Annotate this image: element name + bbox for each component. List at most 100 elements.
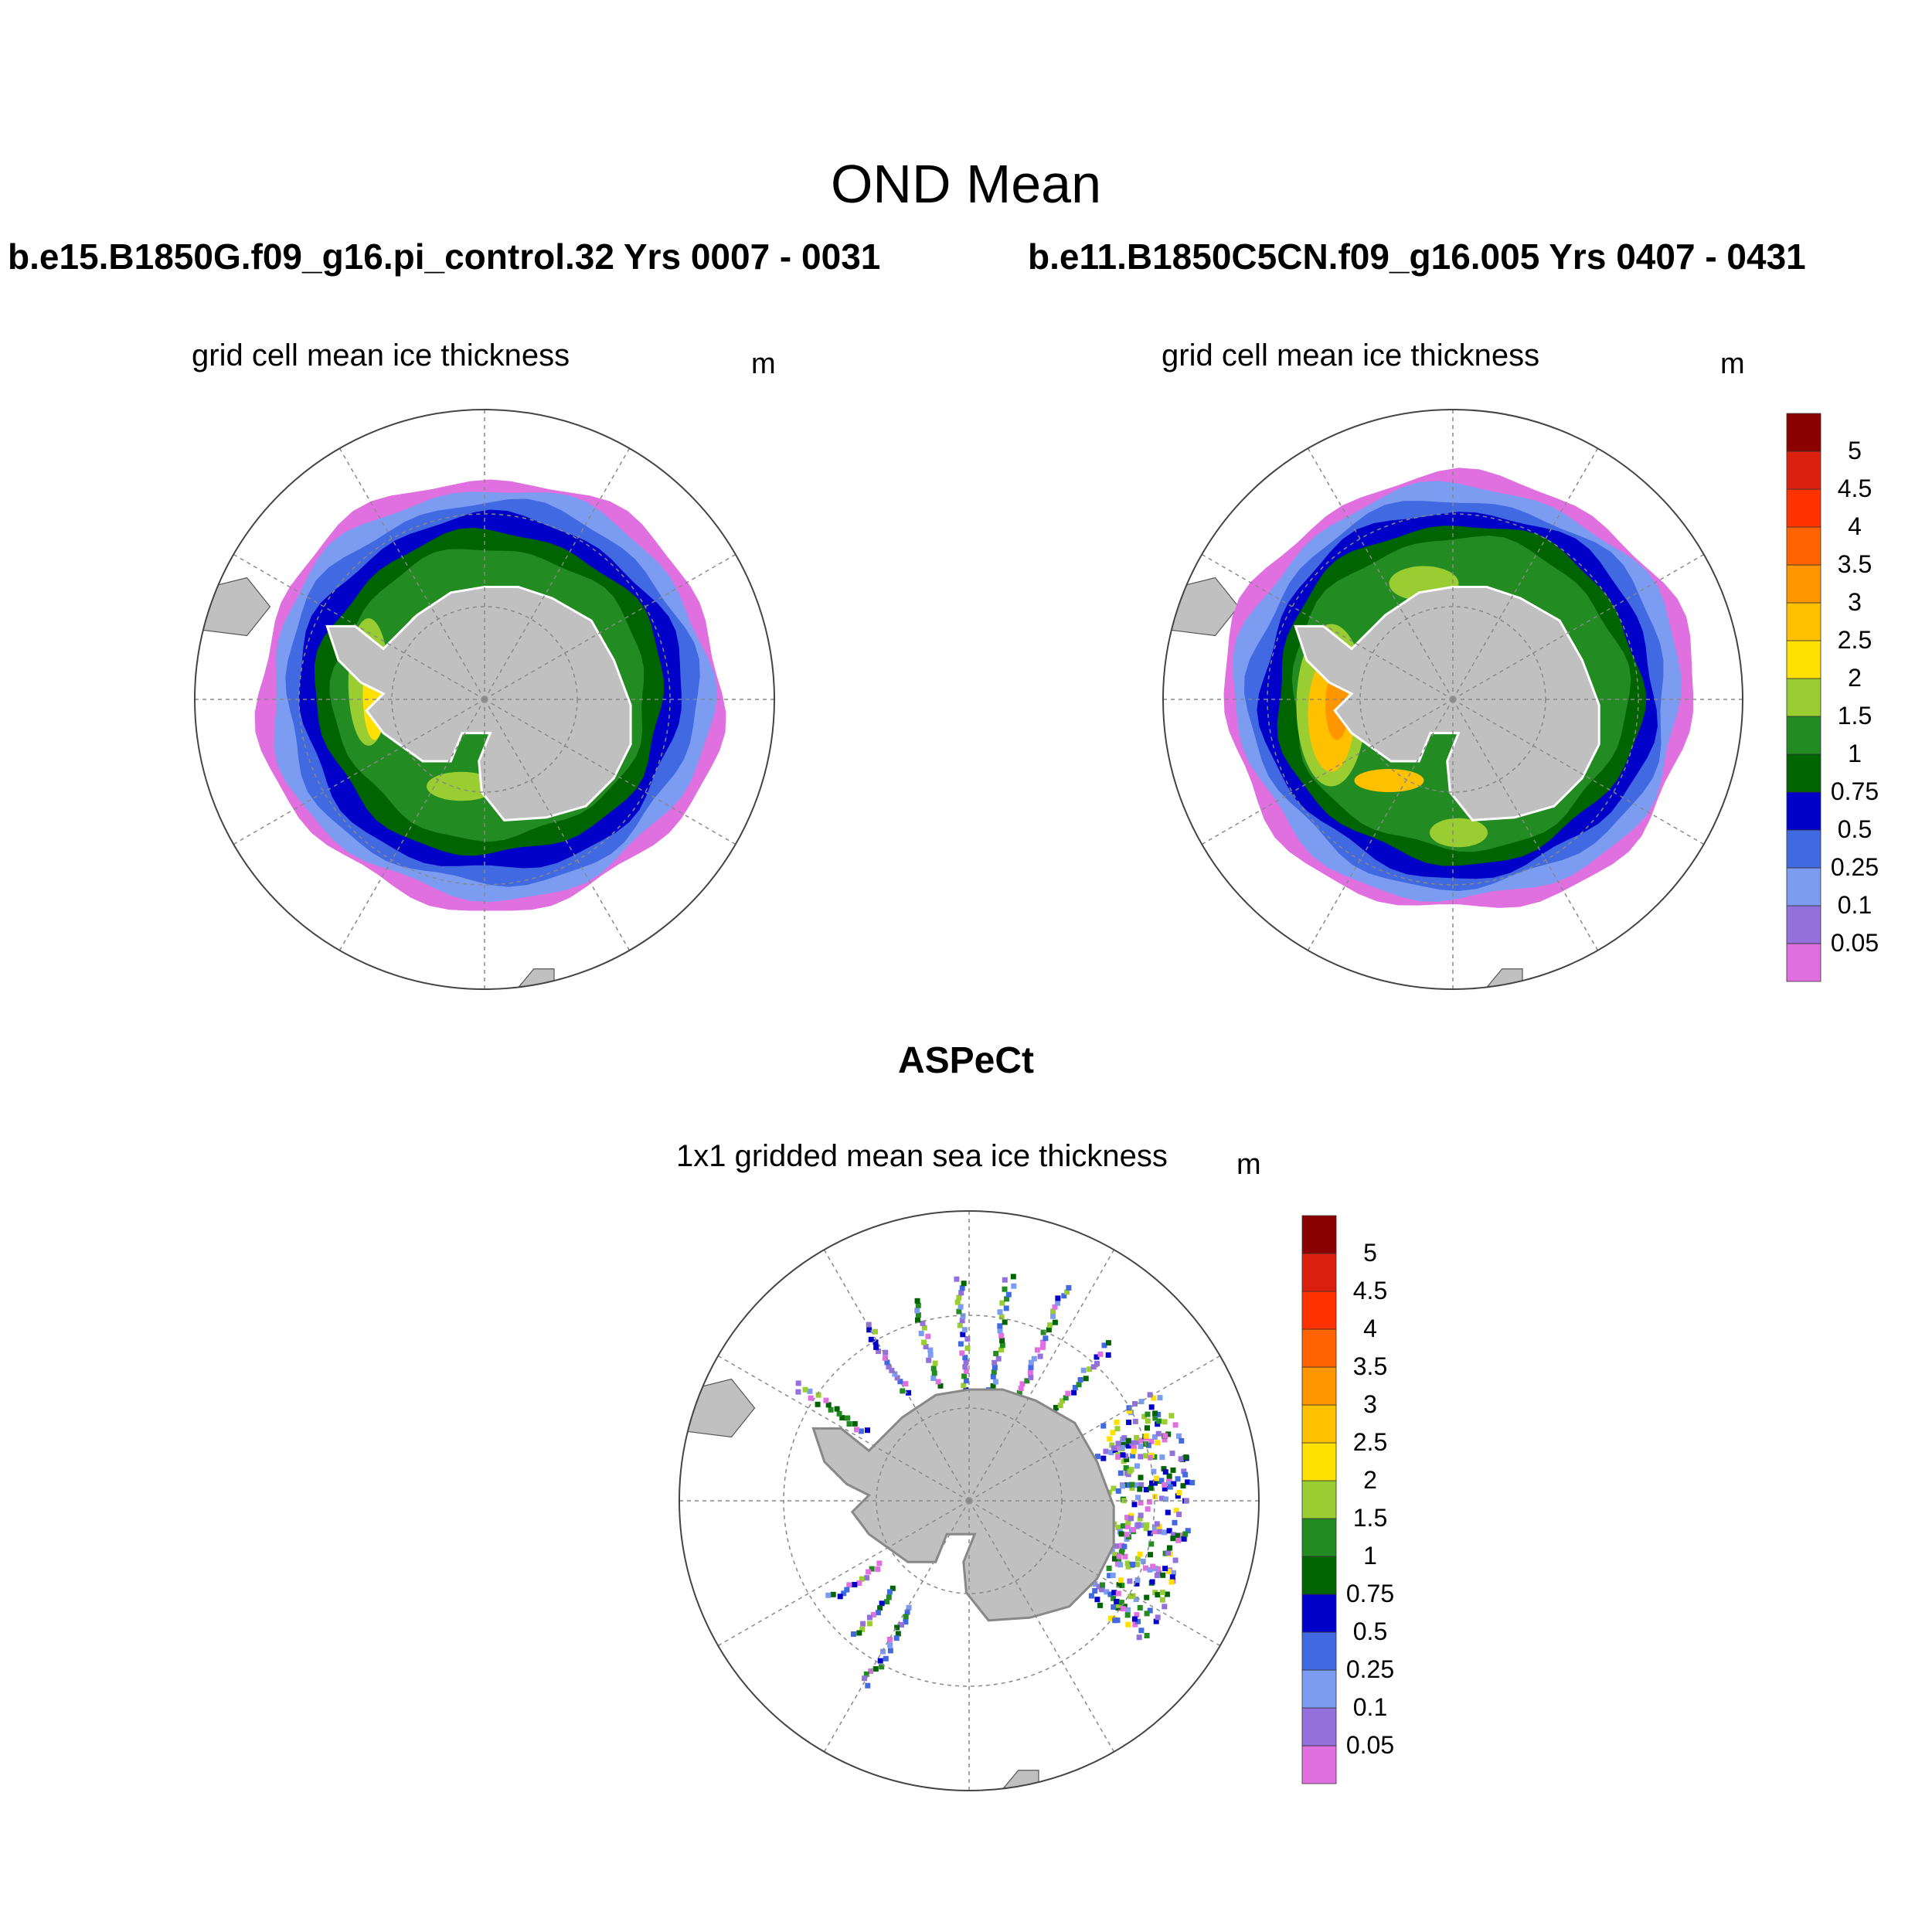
observation-cell [877, 1658, 883, 1664]
meridian-line [1452, 699, 1705, 845]
observation-cell [1111, 1590, 1117, 1596]
observation-cell [839, 1415, 845, 1421]
observation-cell [920, 1321, 926, 1326]
observation-cell [1166, 1479, 1172, 1485]
observation-cell [1043, 1335, 1049, 1342]
observation-cell [1127, 1468, 1133, 1475]
antarctica-landmass [325, 586, 632, 821]
observation-cell [1098, 1587, 1104, 1593]
colorbar-swatch [1301, 1480, 1337, 1519]
observation-cell [884, 1359, 890, 1366]
colorbar-tick-label: 5 [1848, 437, 1862, 464]
observation-cell [1166, 1528, 1172, 1534]
observation-cell [921, 1325, 927, 1331]
observation-cell [927, 1352, 934, 1358]
colorbar-swatch [1786, 867, 1821, 906]
observation-cell [962, 1355, 968, 1361]
observation-cell [1143, 1565, 1148, 1571]
observation-cell [1120, 1523, 1126, 1529]
observation-cell [1109, 1442, 1115, 1448]
colorbar-swatch [1786, 602, 1821, 641]
observation-cell [864, 1575, 870, 1581]
observation-cell [1178, 1456, 1184, 1462]
meridian-line [1452, 553, 1705, 700]
observation-cell [1124, 1457, 1130, 1462]
observation-cell [1154, 1475, 1159, 1481]
observation-cell [1189, 1480, 1196, 1485]
observation-cell [830, 1591, 836, 1597]
colorbar-swatch [1301, 1707, 1337, 1747]
observation-cell [1155, 1411, 1162, 1417]
observation-cell [1117, 1562, 1124, 1568]
observation-cell [1147, 1530, 1153, 1536]
observation-cell [886, 1589, 893, 1595]
observation-cell [1146, 1498, 1152, 1505]
observation-cell [1145, 1418, 1151, 1424]
observation-cell [1156, 1418, 1162, 1424]
observation-cell [1120, 1452, 1126, 1458]
observation-cell [1063, 1395, 1069, 1401]
meridian-line [823, 1249, 970, 1502]
observation-cell [959, 1350, 965, 1356]
observation-cell [886, 1594, 892, 1600]
colorbar-swatch [1786, 678, 1821, 717]
observation-cell [1169, 1574, 1175, 1580]
observation-cell [954, 1276, 960, 1282]
observation-cell [1162, 1566, 1168, 1572]
observation-cell [1182, 1471, 1189, 1478]
thick-ice-patch-5 [1354, 769, 1424, 792]
observation-cell [856, 1630, 862, 1636]
observation-cell [1072, 1385, 1078, 1390]
observation-cell [932, 1360, 938, 1366]
observation-cell [1119, 1546, 1125, 1553]
observation-cell [1096, 1583, 1102, 1590]
left-run-title: b.e15.B1850G.f09_g16.pi_control.32 Yrs 0… [8, 236, 881, 277]
observation-cell [1108, 1450, 1114, 1455]
observation-cell [926, 1357, 932, 1363]
observation-cell [858, 1428, 864, 1434]
observation-cell [1138, 1399, 1145, 1405]
polar-map-3 [679, 1210, 1260, 1791]
observation-cell [1132, 1621, 1138, 1628]
observation-cell [1152, 1415, 1158, 1421]
observation-cell [1117, 1470, 1124, 1476]
observation-cell [1097, 1602, 1104, 1608]
observation-cell [906, 1389, 911, 1396]
observation-cell [1126, 1408, 1132, 1414]
observation-cell [927, 1347, 934, 1353]
observation-cell [852, 1582, 858, 1587]
observation-cell [1145, 1442, 1151, 1448]
observation-cell [1119, 1583, 1125, 1588]
meridian-line [1201, 553, 1454, 700]
observation-cell [961, 1327, 968, 1333]
observation-cell [1145, 1411, 1151, 1417]
observation-cell [963, 1369, 969, 1375]
observation-cell [1134, 1561, 1140, 1567]
observation-cell [1148, 1552, 1153, 1558]
observation-cell [1136, 1634, 1142, 1641]
observation-cell [1111, 1595, 1117, 1601]
meridian-line [1307, 699, 1454, 951]
colorbar-swatch [1301, 1291, 1337, 1330]
observation-cell [992, 1359, 998, 1366]
observation-cell [1115, 1454, 1121, 1460]
observation-cell [1135, 1618, 1141, 1624]
observation-cell [854, 1427, 859, 1433]
observation-cell [1028, 1364, 1034, 1370]
observation-cell [1157, 1529, 1163, 1535]
colorbar-swatch [1301, 1594, 1337, 1633]
observation-cell [1060, 1398, 1066, 1404]
observation-cell [961, 1281, 967, 1287]
observation-cell [872, 1666, 879, 1672]
thick-ice-patch-4 [1430, 818, 1488, 848]
colorbar-tick-label: 4 [1363, 1315, 1377, 1342]
colorbar-swatch [1301, 1215, 1337, 1254]
observation-cell [1028, 1375, 1034, 1380]
meridian-line [233, 553, 485, 700]
observation-cell [1004, 1296, 1010, 1302]
colorbar-tick-label: 0.1 [1838, 891, 1872, 919]
observation-cell [879, 1664, 885, 1670]
colorbar-tick-label: 4.5 [1353, 1277, 1387, 1304]
observation-cell [1183, 1454, 1189, 1461]
observation-cell [1055, 1295, 1061, 1301]
